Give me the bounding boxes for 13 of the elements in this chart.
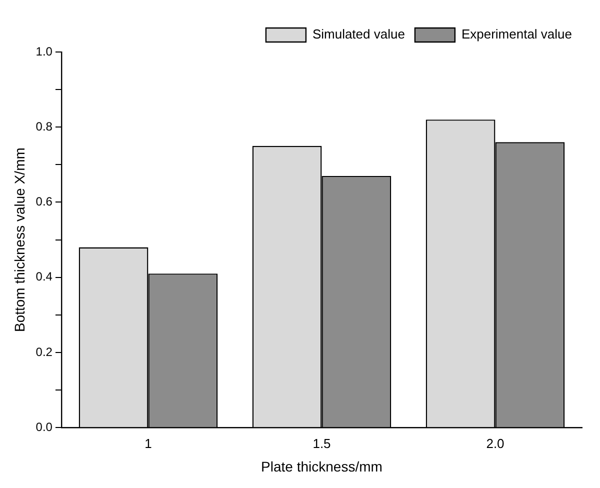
x-tick-label: 1 [144, 436, 152, 451]
y-tick-label: 0.0 [36, 420, 53, 434]
x-axis-title: Plate thickness/mm [261, 458, 382, 474]
x-tick-label: 2.0 [486, 436, 504, 451]
y-tick-label: 0.6 [36, 194, 53, 209]
y-tick-label: 0.8 [36, 119, 53, 134]
x-tick-label: 1.5 [312, 436, 331, 451]
y-tick-label: 0.4 [36, 270, 53, 284]
legend-label: Simulated value [312, 26, 405, 42]
legend-label: Experimental value [461, 26, 572, 42]
y-tick-label: 1.0 [36, 44, 53, 58]
y-axis-title: Bottom thickness value X/mm [11, 148, 28, 332]
y-tick-label: 0.2 [36, 344, 53, 359]
